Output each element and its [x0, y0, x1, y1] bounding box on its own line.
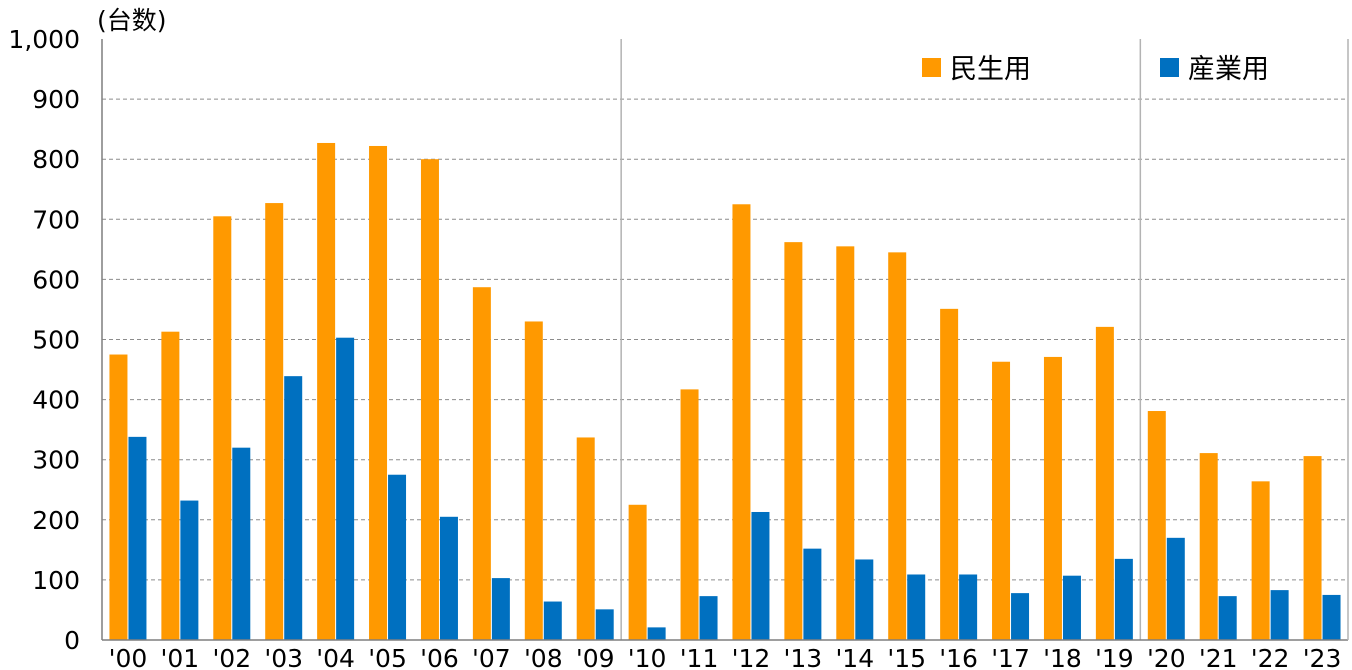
- x-tick-label: '09: [576, 644, 615, 670]
- bar-industrial: [647, 627, 666, 640]
- x-tick-label: '22: [1251, 644, 1290, 670]
- x-tick-label: '06: [420, 644, 459, 670]
- x-tick-label: '05: [368, 644, 407, 670]
- bar-industrial: [180, 500, 199, 640]
- y-tick-label: 500: [32, 326, 80, 355]
- y-tick-label: 100: [32, 566, 80, 595]
- bar-industrial: [855, 559, 874, 640]
- y-tick-label: 700: [32, 205, 80, 234]
- y-tick-label: 800: [32, 145, 80, 174]
- bar-consumer: [940, 308, 959, 640]
- bar-consumer: [732, 204, 751, 640]
- bar-industrial: [284, 376, 303, 640]
- bar-industrial: [595, 609, 614, 640]
- legend: 民生用 産業用: [922, 54, 1269, 85]
- y-tick-label: 200: [32, 506, 80, 535]
- x-tick-label: '03: [264, 644, 303, 670]
- bar-industrial: [491, 578, 510, 640]
- bar-industrial: [232, 447, 251, 640]
- bar-consumer: [628, 504, 647, 640]
- bar-consumer: [317, 142, 336, 640]
- y-tick-labels: 0 100 200 300 400 500 600 700 800 900 1,000: [8, 25, 80, 655]
- bar-industrial: [1062, 575, 1081, 640]
- bar-industrial: [439, 516, 458, 640]
- bar-consumer: [369, 145, 388, 640]
- bar-industrial: [959, 574, 978, 640]
- bar-industrial: [336, 337, 355, 640]
- bar-consumer: [680, 389, 699, 640]
- bar-industrial: [803, 548, 822, 640]
- x-tick-label: '08: [524, 644, 563, 670]
- bar-consumer: [1199, 453, 1218, 640]
- bar-consumer: [1147, 411, 1166, 640]
- x-tick-label: '19: [1095, 644, 1134, 670]
- legend-label-industrial: 産業用: [1188, 54, 1269, 85]
- x-tick-label: '20: [1147, 644, 1186, 670]
- bar-consumer: [265, 203, 284, 640]
- bar-industrial: [1166, 537, 1185, 640]
- y-unit-label: (台数): [97, 6, 167, 35]
- y-tick-label: 900: [32, 85, 80, 114]
- x-tick-label: '02: [212, 644, 251, 670]
- bar-consumer: [992, 361, 1011, 640]
- x-tick-label: '11: [680, 644, 719, 670]
- x-tick-label: '18: [1043, 644, 1082, 670]
- bar-industrial: [1011, 593, 1030, 640]
- bar-industrial: [543, 601, 562, 640]
- x-tick-label: '10: [628, 644, 667, 670]
- bar-consumer: [1095, 326, 1114, 640]
- bar-industrial: [388, 474, 407, 640]
- bar-industrial: [1114, 558, 1133, 640]
- bar-consumer: [888, 252, 907, 641]
- bar-consumer: [784, 242, 803, 640]
- x-tick-label: '04: [316, 644, 355, 670]
- y-tick-label: 600: [32, 265, 80, 294]
- x-tick-label: '23: [1303, 644, 1342, 670]
- bar-industrial: [1322, 594, 1341, 640]
- y-tick-label: 1,000: [8, 25, 80, 54]
- bar-consumer: [213, 216, 232, 641]
- x-tick-label: '14: [835, 644, 874, 670]
- legend-label-consumer: 民生用: [950, 54, 1031, 85]
- legend-swatch-industrial: [1160, 58, 1179, 77]
- bar-consumer: [1303, 456, 1322, 640]
- bar-industrial: [751, 511, 770, 640]
- bar-consumer: [109, 354, 128, 640]
- y-tick-label: 300: [32, 446, 80, 475]
- bar-consumer: [836, 246, 855, 640]
- x-tick-label: '01: [161, 644, 200, 670]
- bar-industrial: [128, 436, 147, 640]
- x-tick-label: '00: [109, 644, 148, 670]
- bar-industrial: [1270, 590, 1289, 640]
- bar-industrial: [907, 574, 926, 640]
- bar-consumer: [161, 331, 180, 640]
- bar-industrial: [1218, 596, 1237, 640]
- axes: [101, 39, 1349, 641]
- bar-consumer: [472, 287, 491, 640]
- bar-consumer: [420, 159, 439, 640]
- x-tick-label: '16: [939, 644, 978, 670]
- bar-industrial: [699, 596, 718, 640]
- bars: [109, 142, 1341, 641]
- x-tick-label: '15: [887, 644, 926, 670]
- x-tick-labels: '00 '01 '02 '03 '04 '05 '06 '07 '08 '09 '10 '11 '12 '…: [109, 644, 1342, 670]
- x-tick-label: '13: [784, 644, 823, 670]
- bar-consumer: [524, 321, 543, 640]
- y-tick-label: 400: [32, 386, 80, 415]
- y-tick-label: 0: [64, 626, 80, 655]
- decade-separators: [620, 39, 1142, 640]
- bar-consumer: [576, 437, 595, 640]
- x-tick-label: '17: [991, 644, 1030, 670]
- x-tick-label: '12: [732, 644, 771, 670]
- x-tick-label: '21: [1199, 644, 1238, 670]
- bar-consumer: [1251, 481, 1270, 640]
- x-tick-label: '07: [472, 644, 511, 670]
- legend-swatch-consumer: [922, 58, 941, 77]
- bar-consumer: [1043, 356, 1062, 640]
